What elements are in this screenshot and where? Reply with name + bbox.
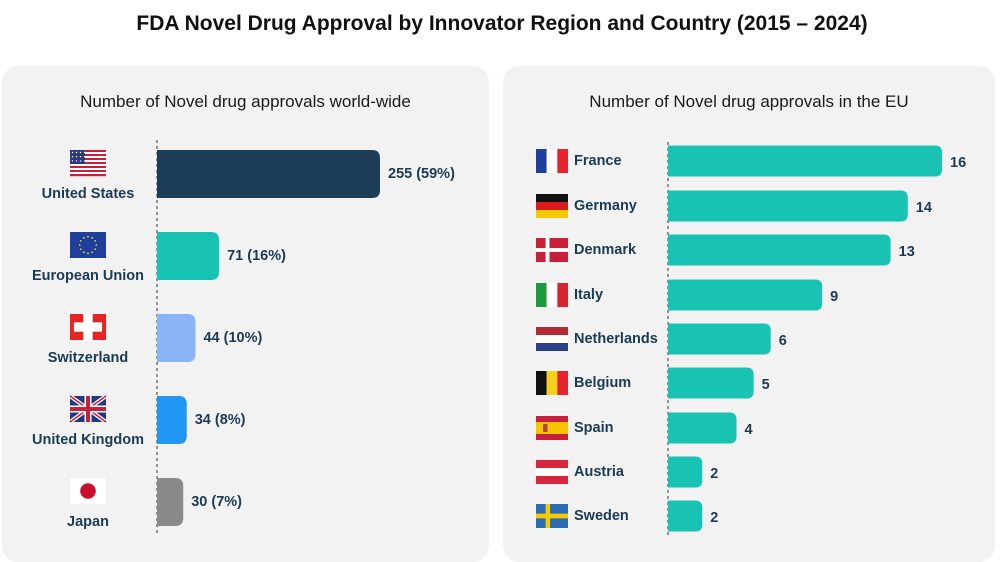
world-bar-2	[157, 314, 196, 362]
world-bar-0	[157, 150, 380, 198]
eu-bar-7	[668, 456, 703, 488]
eu-bar-0	[668, 145, 942, 177]
world-value-label: 30 (7%)	[191, 494, 242, 510]
uk-flag-icon	[68, 394, 108, 424]
denmark-flag-icon	[536, 238, 568, 262]
eu-bar-chart: 16 France 14 Germany 13 Denmark 9 Italy 6 Netherl…	[536, 142, 966, 536]
world-bar-4	[157, 478, 184, 526]
france-flag-icon	[536, 149, 568, 173]
world-category-label: United States	[42, 186, 135, 202]
eu-category-label: Netherlands	[574, 331, 658, 347]
eu-category-label: Sweden	[574, 508, 629, 524]
world-value-label: 34 (8%)	[195, 412, 246, 428]
eu-value-label: 16	[950, 155, 966, 171]
netherlands-flag-icon	[536, 327, 568, 351]
world-category-label: European Union	[32, 268, 144, 284]
eu-bar-4	[668, 323, 771, 355]
world-value-label: 44 (10%)	[203, 330, 262, 346]
eu-category-label: Germany	[574, 198, 637, 214]
austria-flag-icon	[536, 460, 568, 484]
eu-bar-3	[668, 279, 823, 311]
eu-value-label: 5	[762, 377, 770, 393]
germany-flag-icon	[536, 194, 568, 218]
eu-flag-icon	[70, 232, 106, 258]
world-category-label: Japan	[67, 514, 109, 530]
us-flag-icon	[70, 150, 106, 177]
world-bar-chart: 255 (59%) United States 71 (16%) European U…	[32, 140, 455, 536]
eu-bar-2	[668, 234, 891, 266]
world-bar-1	[157, 232, 220, 280]
belgium-flag-icon	[536, 371, 568, 395]
eu-category-label: Austria	[574, 464, 625, 480]
eu-category-label: Belgium	[574, 375, 631, 391]
eu-category-label: France	[574, 153, 622, 169]
italy-flag-icon	[536, 283, 568, 307]
world-chart-title: Number of Novel drug approvals world-wid…	[80, 92, 411, 111]
spain-flag-icon	[536, 416, 568, 440]
main-title: FDA Novel Drug Approval by Innovator Reg…	[136, 12, 868, 35]
world-bar-3	[157, 396, 187, 444]
eu-bar-1	[668, 190, 908, 222]
world-category-label: Switzerland	[48, 350, 129, 366]
eu-value-label: 14	[916, 200, 932, 216]
switzerland-flag-icon	[70, 312, 106, 342]
eu-bar-5	[668, 367, 754, 399]
eu-category-label: Denmark	[574, 242, 637, 258]
world-value-label: 71 (16%)	[227, 248, 286, 264]
eu-bar-8	[668, 500, 703, 532]
eu-chart-title: Number of Novel drug approvals in the EU	[589, 92, 909, 111]
eu-value-label: 6	[779, 333, 787, 349]
eu-value-label: 2	[710, 510, 718, 526]
sweden-flag-icon	[536, 504, 568, 528]
eu-category-label: Spain	[574, 420, 613, 436]
eu-value-label: 4	[745, 422, 753, 438]
eu-panel: Number of Novel drug approvals in the EU…	[503, 66, 995, 562]
world-panel: Number of Novel drug approvals world-wid…	[2, 66, 489, 562]
eu-value-label: 9	[830, 289, 838, 305]
world-value-label: 255 (59%)	[388, 166, 455, 182]
eu-value-label: 13	[899, 244, 915, 260]
eu-category-label: Italy	[574, 287, 603, 303]
world-category-label: United Kingdom	[32, 432, 144, 448]
eu-bar-6	[668, 412, 737, 444]
eu-value-label: 2	[710, 466, 718, 482]
japan-flag-icon	[70, 478, 106, 504]
